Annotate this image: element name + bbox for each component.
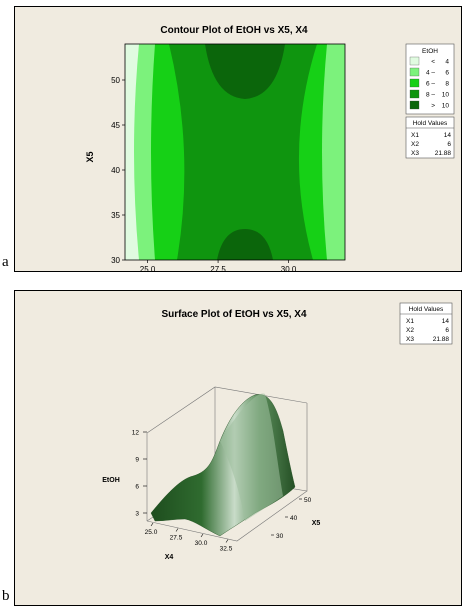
contour-region-gt10-top (205, 44, 285, 99)
hold-value-number: 14 (442, 318, 450, 325)
legend-swatch (409, 78, 420, 88)
surface-xtick-label: 32.5 (220, 546, 233, 553)
contour-region-8-10 (169, 44, 317, 260)
contour-xtick-label: 27.5 (210, 265, 226, 273)
surface-hold-values-box (399, 302, 453, 345)
contour-y-axis: 30 35 40 45 50 (111, 76, 125, 265)
hold-values-box (405, 116, 455, 159)
surface-hold-values-title: Hold Values (409, 306, 444, 313)
hold-value-name: X2 (406, 327, 414, 334)
surface-y-axis: 30 40 50 (271, 497, 312, 540)
contour-ytick-label: 45 (111, 121, 120, 130)
contour-hold-values: Hold Values X1 14 X2 6 X3 21.88 (405, 116, 455, 159)
hold-value-number: 14 (444, 132, 452, 139)
surface-ztick-label: 3 (135, 511, 139, 518)
contour-regions (125, 44, 345, 260)
contour-title: Contour Plot of EtOH vs X5, X4 (160, 25, 308, 36)
legend-swatch (409, 100, 420, 110)
legend-op: < (431, 59, 435, 66)
legend-range: 8 (445, 81, 449, 88)
contour-region-lt4-left (125, 44, 139, 260)
panel-label-b: b (2, 588, 10, 604)
contour-ylabel: X5 (85, 151, 95, 162)
surface-ytick-label: 30 (276, 533, 284, 540)
hold-value-name: X1 (406, 318, 414, 325)
legend-title: EtOH (422, 48, 438, 55)
surface-ytick-label: 50 (304, 497, 312, 504)
surface-title: Surface Plot of EtOH vs X5, X4 (161, 309, 306, 320)
legend-op: 8 – (426, 92, 435, 99)
legend-swatch (409, 89, 420, 99)
contour-xtick-label: 25.0 (140, 265, 156, 273)
surface-x-axis: 25.0 27.5 30.0 32.5 (145, 522, 233, 553)
contour-region-gt10-bottom (217, 229, 273, 260)
hold-value-name: X3 (406, 336, 414, 343)
surface-xlabel: X4 (165, 554, 174, 561)
surface-ylabel: X5 (312, 520, 321, 527)
legend-swatch (409, 67, 420, 77)
surface-ytick-label: 40 (290, 515, 298, 522)
contour-ytick-label: 35 (111, 211, 120, 220)
surface-ztick-label: 6 (135, 484, 139, 491)
legend-swatch (409, 56, 420, 66)
hold-value-name: X2 (411, 141, 419, 148)
contour-x-axis: 25.0 27.5 30.0 (140, 260, 297, 274)
hold-value-number: 21.88 (433, 336, 450, 343)
contour-plot-svg: Contour Plot of EtOH vs X5, X4 25.0 27.5 3… (85, 25, 455, 290)
surface-plot-svg: Surface Plot of EtOH vs X5, X4 3 6 9 12 EtO… (102, 302, 453, 561)
surface-xtick-mark (225, 539, 229, 543)
contour-plot-frame (124, 43, 346, 261)
contour-xtick-label: 30.0 (281, 265, 297, 273)
legend-op: 6 – (426, 81, 435, 88)
surface-panel: Surface Plot of EtOH vs X5, X4 3 6 9 12 EtO… (14, 290, 462, 606)
surface-xtick-mark (150, 522, 154, 527)
surface-highlight (220, 393, 283, 521)
legend-range: 10 (442, 103, 450, 110)
hold-values-title: Hold Values (413, 120, 448, 127)
legend-op: > (431, 103, 435, 110)
contour-ytick-label: 30 (111, 256, 120, 265)
legend-op: 4 – (426, 70, 435, 77)
surface-ztick-label: 9 (135, 457, 139, 464)
surface-xtick-label: 30.0 (195, 540, 208, 547)
contour-ytick-label: 40 (111, 166, 120, 175)
surface-xtick-mark (200, 533, 204, 538)
contour-panel: Contour Plot of EtOH vs X5, X4 25.0 27.5 3… (14, 6, 462, 290)
surface-xtick-label: 25.0 (145, 529, 158, 536)
surface-zlabel: EtOH (102, 477, 120, 484)
surface-xtick-mark (175, 528, 179, 532)
legend-range: 10 (442, 92, 450, 99)
hold-value-name: X3 (411, 150, 419, 157)
hold-value-number: 6 (445, 327, 449, 334)
hold-value-number: 21.88 (435, 150, 452, 157)
surface-xtick-label: 27.5 (170, 535, 183, 542)
contour-legend: EtOH <4 4 – 6 6 – 8 8 – 10 > 10 (405, 43, 455, 115)
contour-ytick-label: 50 (111, 76, 120, 85)
hold-value-number: 6 (447, 141, 451, 148)
surface-ztick-label: 12 (132, 430, 140, 437)
hold-value-name: X1 (411, 132, 419, 139)
legend-range: 4 (445, 59, 449, 66)
contour-region-4-6-right (322, 44, 345, 260)
panel-label-a: a (2, 254, 9, 270)
surface-z-axis: 3 6 9 12 (132, 430, 147, 518)
legend-range: 6 (445, 70, 449, 77)
surface-hold-values: Hold Values X1 14 X2 6 X3 21.88 (399, 302, 453, 345)
